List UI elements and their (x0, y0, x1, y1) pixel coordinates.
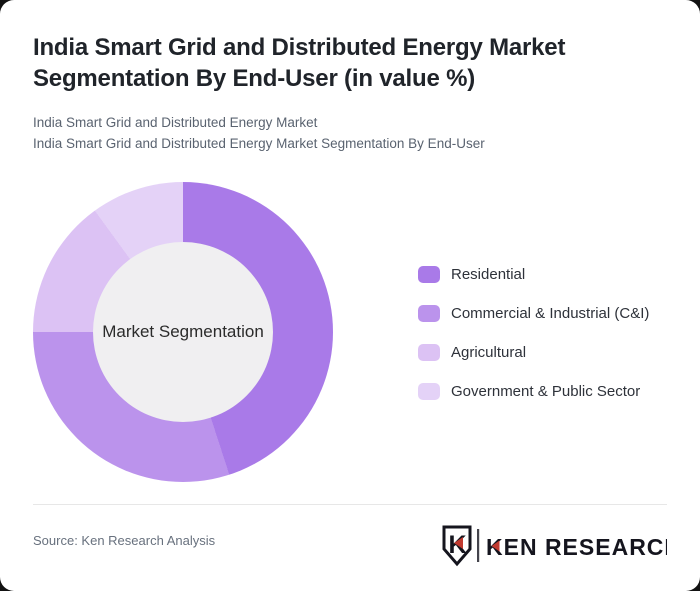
legend-swatch-commercial-industrial (418, 305, 440, 322)
legend-label: Government & Public Sector (451, 383, 641, 400)
donut-center-label: Market Segmentation (102, 322, 264, 341)
logo-shield-red-triangle-icon (454, 537, 463, 549)
donut-chart: Market Segmentation (33, 182, 333, 482)
ken-research-logo: K KEN RESEARCH (442, 525, 667, 567)
legend-label: Commercial & Industrial (C&I) (451, 305, 650, 322)
legend-item-commercial-industrial[interactable]: Commercial & Industrial (C&I) (418, 305, 649, 322)
footer-divider (33, 504, 667, 505)
logo-shield-icon (442, 525, 472, 567)
legend-label: Agricultural (451, 344, 527, 361)
logo-wordmark: KEN RESEARCH (486, 534, 667, 560)
subtitle-line-1: India Smart Grid and Distributed Energy … (33, 115, 318, 130)
legend-label: Residential (451, 266, 526, 283)
logo-separator (477, 529, 480, 562)
logo-wordmark-red-triangle-icon (491, 540, 500, 552)
legend-swatch-residential (418, 266, 440, 283)
legend-item-government-public[interactable]: Government & Public Sector (418, 383, 649, 400)
legend-swatch-agricultural (418, 344, 440, 361)
page-title: India Smart Grid and Distributed Energy … (33, 34, 566, 92)
subtitle-block: India Smart Grid and Distributed Energy … (33, 112, 485, 154)
chart-legend: Residential Commercial & Industrial (C&I… (418, 266, 649, 400)
donut-center: Market Segmentation (93, 242, 273, 422)
source-note: Source: Ken Research Analysis (33, 533, 216, 548)
legend-item-agricultural[interactable]: Agricultural (418, 344, 649, 361)
subtitle-line-2: India Smart Grid and Distributed Energy … (33, 136, 485, 151)
legend-item-residential[interactable]: Residential (418, 266, 649, 283)
legend-swatch-government-public (418, 383, 440, 400)
